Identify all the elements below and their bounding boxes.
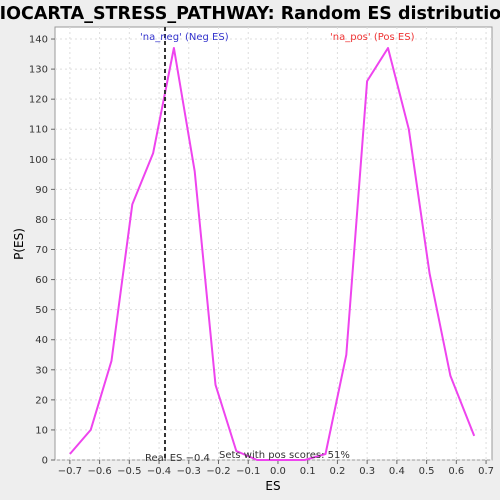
x-tick-label: 0.7 bbox=[478, 466, 494, 477]
y-tick-label: 140 bbox=[29, 35, 48, 46]
legend-pos-label: 'na_pos' (Pos ES) bbox=[330, 32, 415, 43]
x-tick-label: −0.7 bbox=[58, 466, 82, 477]
y-tick-label: 120 bbox=[29, 95, 48, 106]
x-tick-label: −0.6 bbox=[87, 466, 111, 477]
y-tick-label: 100 bbox=[29, 155, 48, 166]
legend-neg-label: 'na_neg' (Neg ES) bbox=[140, 32, 229, 43]
x-axis-label: ES bbox=[265, 479, 280, 493]
axes: 0 10 20 30 40 50 60 70 80 90 100 110 120 130 140 −0.7 −0… bbox=[29, 35, 494, 477]
x-tick-label: −0.2 bbox=[206, 466, 230, 477]
pos-scores-annotation: Sets with pos scores: 51% bbox=[219, 450, 350, 461]
y-tick-label: 80 bbox=[35, 215, 48, 226]
x-tick-label: −0.5 bbox=[117, 466, 141, 477]
x-tick-label: 0.1 bbox=[300, 466, 316, 477]
y-tick-label: 10 bbox=[35, 425, 48, 436]
y-tick-label: 0 bbox=[42, 456, 48, 467]
y-tick-label: 40 bbox=[35, 335, 48, 346]
y-tick-label: 90 bbox=[35, 185, 48, 196]
y-tick-label: 20 bbox=[35, 395, 48, 406]
x-tick-label: −0.4 bbox=[147, 466, 171, 477]
y-tick-label: 110 bbox=[29, 125, 48, 136]
x-tick-label: −0.3 bbox=[177, 466, 201, 477]
y-tick-label: 30 bbox=[35, 365, 48, 376]
grid-lines bbox=[55, 27, 492, 461]
real-es-label: Real ES −0.4 bbox=[145, 453, 210, 464]
y-tick-label: 60 bbox=[35, 275, 48, 286]
y-axis-label: P(ES) bbox=[12, 228, 26, 260]
x-tick-label: 0.5 bbox=[419, 466, 435, 477]
y-tick-label: 50 bbox=[35, 305, 48, 316]
chart-title: BIOCARTA_STRESS_PATHWAY: Random ES distr… bbox=[0, 4, 500, 24]
x-tick-label: 0.0 bbox=[270, 466, 286, 477]
y-tick-label: 70 bbox=[35, 245, 48, 256]
x-tick-label: −0.1 bbox=[236, 466, 260, 477]
y-tick-label: 130 bbox=[29, 65, 48, 76]
x-tick-label: 0.6 bbox=[448, 466, 464, 477]
x-tick-label: 0.3 bbox=[359, 466, 375, 477]
x-tick-label: 0.2 bbox=[329, 466, 345, 477]
series-layer bbox=[69, 47, 476, 461]
series-line bbox=[69, 47, 476, 461]
x-tick-label: 0.4 bbox=[389, 466, 405, 477]
